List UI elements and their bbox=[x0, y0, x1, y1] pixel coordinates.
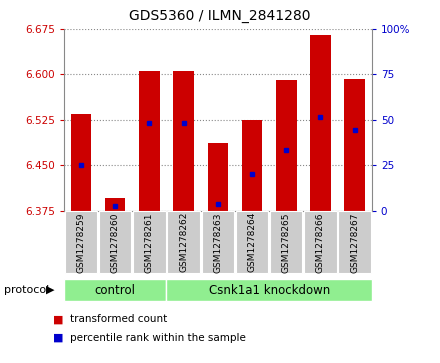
Bar bbox=[345, 79, 365, 211]
Text: GSM1278260: GSM1278260 bbox=[110, 212, 120, 273]
Bar bbox=[242, 120, 262, 211]
Bar bbox=[139, 72, 160, 211]
Bar bbox=[71, 114, 91, 211]
Text: GSM1278266: GSM1278266 bbox=[316, 212, 325, 273]
Text: control: control bbox=[95, 284, 136, 297]
Text: transformed count: transformed count bbox=[70, 314, 168, 325]
Text: protocol: protocol bbox=[4, 285, 50, 295]
Text: ■: ■ bbox=[53, 314, 63, 325]
Text: ■: ■ bbox=[53, 333, 63, 343]
Bar bbox=[173, 72, 194, 211]
Bar bbox=[105, 199, 125, 211]
Bar bbox=[276, 81, 297, 211]
Text: percentile rank within the sample: percentile rank within the sample bbox=[70, 333, 246, 343]
Text: GSM1278267: GSM1278267 bbox=[350, 212, 359, 273]
Text: GSM1278264: GSM1278264 bbox=[248, 212, 257, 273]
Text: ▶: ▶ bbox=[46, 285, 55, 295]
Text: GSM1278263: GSM1278263 bbox=[213, 212, 222, 273]
Bar bbox=[310, 35, 331, 211]
Text: GSM1278259: GSM1278259 bbox=[77, 212, 85, 273]
Text: GSM1278262: GSM1278262 bbox=[179, 212, 188, 273]
Text: Csnk1a1 knockdown: Csnk1a1 knockdown bbox=[209, 284, 330, 297]
Text: GDS5360 / ILMN_2841280: GDS5360 / ILMN_2841280 bbox=[129, 9, 311, 23]
Text: GSM1278265: GSM1278265 bbox=[282, 212, 291, 273]
Bar bbox=[208, 143, 228, 211]
Text: GSM1278261: GSM1278261 bbox=[145, 212, 154, 273]
